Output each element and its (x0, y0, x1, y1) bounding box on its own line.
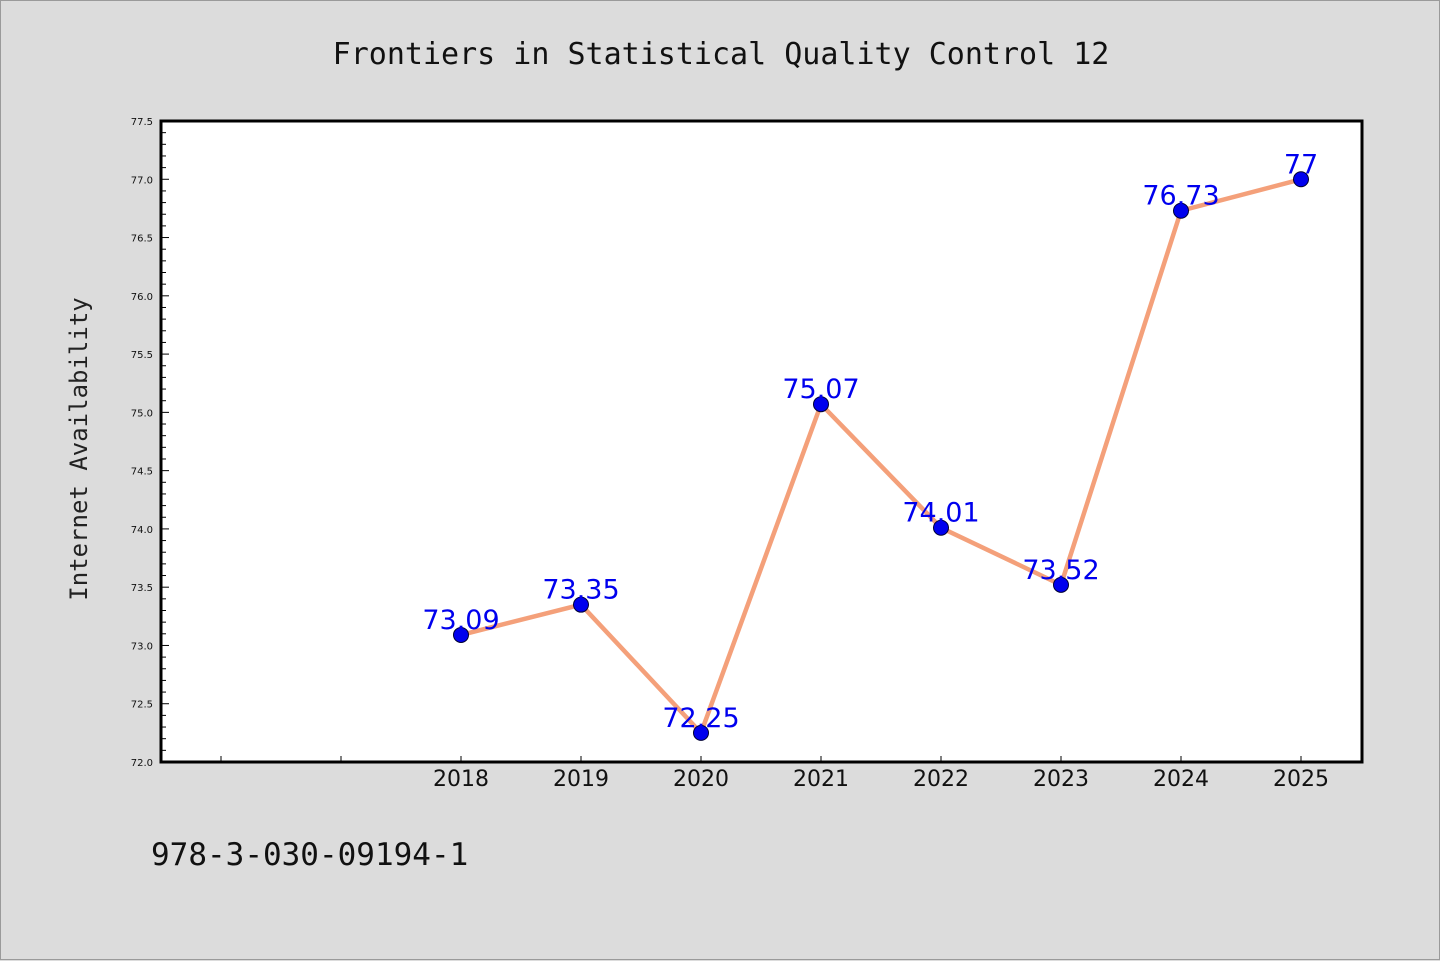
data-point (1053, 576, 1069, 593)
y-tick-label: 75.0 (131, 408, 153, 419)
y-tick-label: 72.0 (131, 758, 153, 769)
data-label: 76.73 (1142, 181, 1219, 212)
y-tick-label: 74.5 (131, 467, 153, 478)
data-point (813, 396, 829, 413)
data-point (573, 596, 589, 613)
y-axis-label: Internet Availability (65, 297, 93, 600)
plot-area (161, 121, 1362, 762)
data-label: 74.01 (902, 498, 979, 529)
chart-title: Frontiers in Statistical Quality Control… (333, 37, 1110, 72)
y-tick-label: 76.5 (131, 234, 153, 245)
data-label: 72.25 (662, 703, 739, 734)
data-point (1293, 171, 1309, 188)
y-tick-label: 74.0 (131, 525, 153, 536)
series-line (460, 177, 1302, 738)
data-label: 73.52 (1022, 555, 1099, 586)
data-label: 77 (1284, 149, 1318, 180)
isbn-code: 978-3-030-09194-1 (151, 837, 468, 873)
x-tick-label: 2019 (553, 767, 609, 792)
x-axis: 2018 2019 2020 2021 2022 2023 2024 2025 (220, 756, 1329, 792)
x-tick-label: 2018 (433, 767, 489, 792)
series-line-group (460, 177, 1302, 738)
y-tick-label: 76.0 (131, 292, 153, 303)
data-point (933, 519, 949, 536)
data-label: 75.07 (782, 374, 859, 405)
data-label: 73.35 (542, 575, 619, 606)
x-tick-label: 2020 (673, 767, 729, 792)
data-point (453, 626, 469, 643)
y-tick-label: 73.5 (131, 583, 153, 594)
y-tick-label: 72.5 (131, 700, 153, 711)
x-tick-label: 2023 (1033, 767, 1089, 792)
data-label: 73.09 (422, 605, 499, 636)
data-point (1173, 202, 1189, 219)
y-tick-label: 75.5 (131, 350, 153, 361)
y-tick-label: 73.0 (131, 641, 153, 652)
y-tick-label: 77.5 (131, 117, 153, 128)
data-labels: 73.09 73.35 72.25 75.07 74.01 73.52 76.73 77 (422, 149, 1318, 734)
x-tick-label: 2022 (913, 767, 969, 792)
x-tick-label: 2025 (1273, 767, 1329, 792)
data-point (693, 724, 709, 741)
data-markers (453, 171, 1309, 741)
plot-frame (159, 119, 1364, 764)
y-tick-label: 77.0 (131, 175, 153, 186)
x-tick-label: 2024 (1153, 767, 1209, 792)
x-tick-label: 2021 (793, 767, 849, 792)
